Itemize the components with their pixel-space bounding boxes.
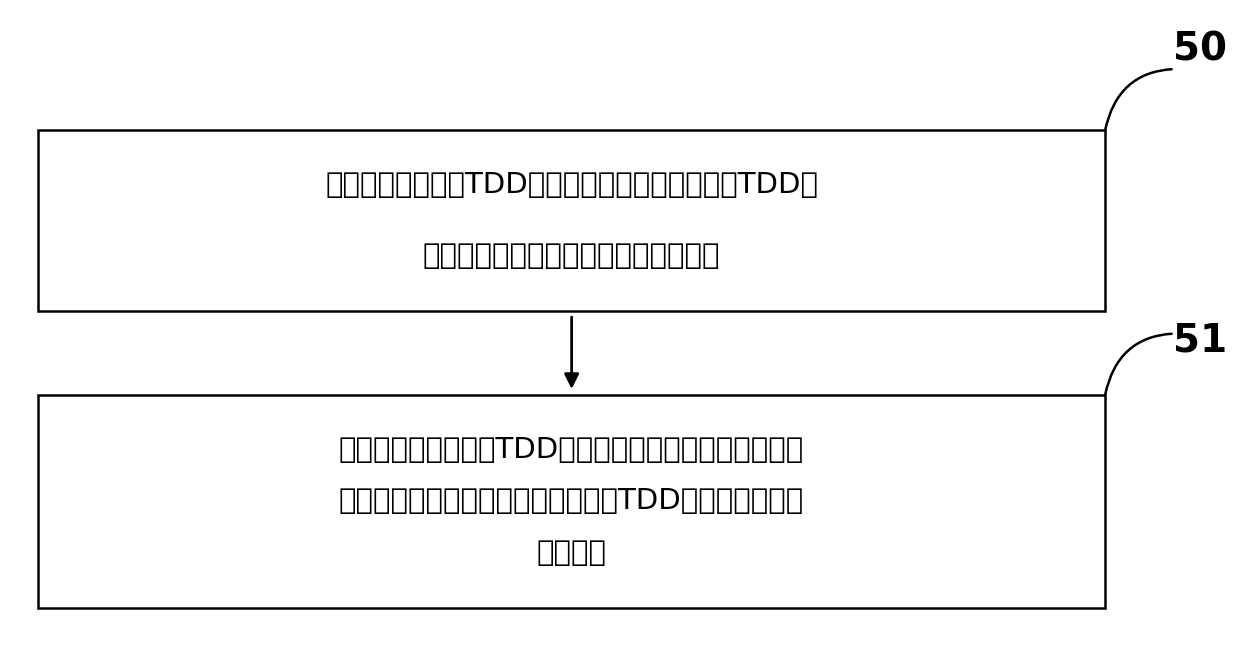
Text: 下行配置的信息发送给该小区内的终端: 下行配置的信息发送给该小区内的终端 <box>423 242 720 270</box>
Text: 50: 50 <box>1173 31 1226 69</box>
Text: 数据传输: 数据传输 <box>537 539 606 567</box>
Text: 基站确定该更新后的TDD上下行配置的生效时间，并在该: 基站确定该更新后的TDD上下行配置的生效时间，并在该 <box>339 436 805 464</box>
Text: 基站在更新小区的TDD上下行配置后，将更新后的TDD上: 基站在更新小区的TDD上下行配置后，将更新后的TDD上 <box>325 171 818 200</box>
Text: 生效时间到达时开始使用该更新后的TDD上下行配置进行: 生效时间到达时开始使用该更新后的TDD上下行配置进行 <box>339 487 805 515</box>
Text: 51: 51 <box>1173 321 1226 359</box>
Bar <box>38 395 1105 608</box>
Bar <box>38 130 1105 311</box>
